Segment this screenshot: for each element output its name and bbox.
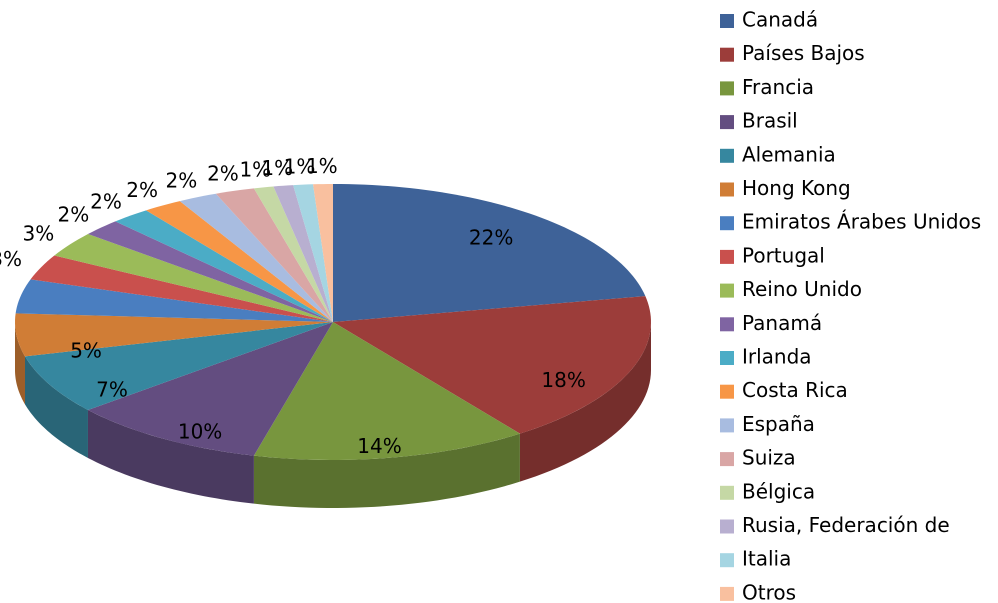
pie-side [15, 322, 25, 405]
legend-label: Hong Kong [742, 176, 851, 200]
pie-slice [115, 210, 333, 322]
data-label: 1% [284, 155, 316, 179]
legend-swatch [720, 216, 734, 231]
pie-slice [253, 186, 333, 322]
data-label: 2% [165, 169, 197, 193]
pie-side [253, 433, 520, 508]
legend-label: España [742, 412, 815, 436]
pie-side [519, 322, 651, 482]
legend-swatch [720, 81, 734, 96]
pie-slice [179, 193, 333, 322]
pie-side [24, 356, 88, 458]
data-label: 3% [23, 222, 55, 246]
pie-slice [87, 322, 333, 456]
data-label: 22% [469, 226, 513, 250]
legend-swatch [720, 485, 734, 500]
legend-swatch [720, 418, 734, 433]
data-label: 1% [239, 158, 271, 182]
legend-swatch [720, 384, 734, 399]
legend-label: Costa Rica [742, 378, 848, 402]
legend-label: Irlanda [742, 345, 812, 369]
pie-slice [24, 322, 334, 410]
data-label: 2% [90, 189, 122, 213]
pie-slice [15, 313, 333, 357]
pie-slice [253, 322, 520, 460]
legend-swatch [720, 47, 734, 62]
pie-slice [313, 184, 333, 322]
legend-label: Suiza [742, 446, 796, 470]
data-label: 3% [0, 247, 22, 271]
legend-label: Rusia, Federación de [742, 513, 950, 537]
legend-swatch [720, 182, 734, 197]
pie-slice [293, 184, 333, 322]
pie-slice [15, 279, 333, 322]
legend-swatch [720, 519, 734, 534]
data-label: 2% [126, 178, 158, 202]
data-label: 5% [70, 339, 102, 363]
legend-swatch [720, 115, 734, 130]
legend-label: Italia [742, 547, 791, 571]
data-label: 10% [178, 419, 222, 443]
pie-slice [30, 255, 334, 322]
legend-label: Canadá [742, 8, 818, 32]
data-label: 2% [58, 203, 90, 227]
data-label: 2% [207, 162, 239, 186]
legend-label: Brasil [742, 109, 798, 133]
legend-label: Reino Unido [742, 277, 862, 301]
pie-slice [146, 201, 333, 322]
legend-label: Emiratos Árabes Unidos [742, 210, 981, 234]
legend-swatch [720, 283, 734, 298]
legend-swatch [720, 249, 734, 264]
legend-swatch [720, 317, 734, 332]
pie-slice [333, 184, 646, 322]
legend-label: Alemania [742, 142, 836, 166]
pie-slice [215, 188, 333, 322]
legend-swatch [720, 14, 734, 28]
pie-side [87, 409, 254, 504]
legend-label: Francia [742, 75, 814, 99]
legend-swatch [720, 452, 734, 467]
legend-label: Panamá [742, 311, 822, 335]
pie-slice [273, 185, 333, 322]
data-label: 1% [306, 154, 338, 178]
data-label: 18% [541, 368, 585, 392]
data-label: 14% [357, 434, 401, 458]
legend-label: Otros [742, 580, 796, 603]
legend-label: Países Bajos [742, 41, 865, 65]
pie-slice [87, 221, 333, 322]
data-label: 7% [96, 377, 128, 401]
data-label: 1% [261, 156, 293, 180]
legend-swatch [720, 351, 734, 365]
pie-slice [333, 296, 651, 434]
pie-slice [54, 234, 334, 322]
legend-swatch [720, 553, 734, 568]
legend-swatch [720, 148, 734, 163]
legend-label: Portugal [742, 243, 825, 267]
legend-label: Bélgica [742, 479, 815, 503]
legend-swatch [720, 586, 734, 601]
